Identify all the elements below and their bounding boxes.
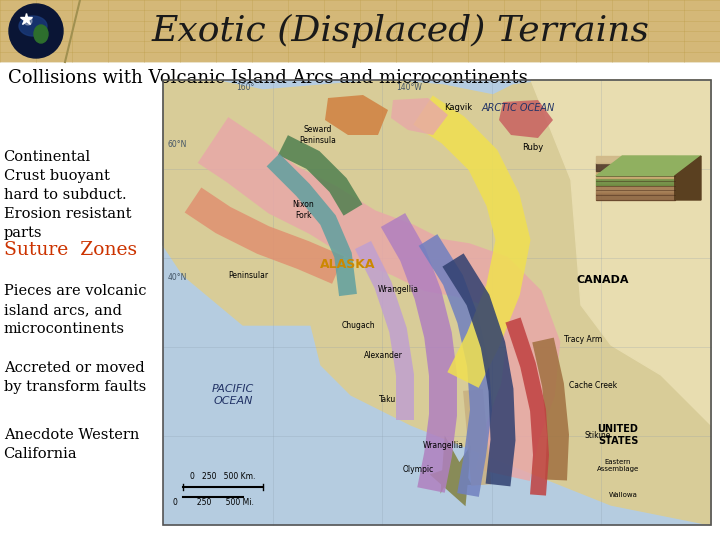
Polygon shape xyxy=(413,96,531,388)
Text: Cache Creek: Cache Creek xyxy=(569,381,617,389)
Text: Tracy Arm: Tracy Arm xyxy=(564,335,602,345)
Polygon shape xyxy=(532,338,569,481)
Text: 60°N: 60°N xyxy=(168,140,187,149)
Text: Seward
Peninsula: Seward Peninsula xyxy=(300,125,336,145)
Text: Peninsular: Peninsular xyxy=(228,271,268,280)
Text: 0        250      500 Mi.: 0 250 500 Mi. xyxy=(173,498,253,507)
Circle shape xyxy=(24,17,32,25)
Polygon shape xyxy=(596,163,675,171)
Text: Wrangellia: Wrangellia xyxy=(423,441,464,449)
Polygon shape xyxy=(198,117,560,481)
Polygon shape xyxy=(596,185,675,193)
Text: Accreted or moved
by transform faults: Accreted or moved by transform faults xyxy=(4,361,146,394)
Polygon shape xyxy=(381,213,457,492)
Polygon shape xyxy=(596,193,675,200)
Polygon shape xyxy=(163,80,711,525)
Text: Stikine: Stikine xyxy=(585,430,611,440)
Text: Wrangellia: Wrangellia xyxy=(377,286,418,294)
Circle shape xyxy=(9,4,63,58)
Text: PACIFIC
OCEAN: PACIFIC OCEAN xyxy=(212,384,254,406)
Polygon shape xyxy=(596,171,675,178)
Polygon shape xyxy=(266,154,357,296)
Text: Pieces are volcanic
island arcs, and
microcontinents: Pieces are volcanic island arcs, and mic… xyxy=(4,284,146,336)
Text: Exotic (Displaced) Terrains: Exotic (Displaced) Terrains xyxy=(151,14,649,48)
Text: Ruby: Ruby xyxy=(523,144,544,152)
Bar xyxy=(163,80,711,525)
Polygon shape xyxy=(278,135,362,215)
Text: 140°W: 140°W xyxy=(397,83,423,92)
Text: Olympic: Olympic xyxy=(402,465,433,475)
Text: Suture  Zones: Suture Zones xyxy=(4,241,137,259)
Polygon shape xyxy=(391,98,448,135)
Text: 0   250   500 Km.: 0 250 500 Km. xyxy=(190,472,256,481)
Text: UNITED
STATES: UNITED STATES xyxy=(598,424,639,446)
Text: 160°: 160° xyxy=(236,83,254,92)
Polygon shape xyxy=(596,156,675,163)
Text: Chugach: Chugach xyxy=(341,321,375,329)
Polygon shape xyxy=(505,318,549,496)
Polygon shape xyxy=(442,253,516,487)
Text: ARCTIC OCEAN: ARCTIC OCEAN xyxy=(482,103,554,113)
Polygon shape xyxy=(184,187,344,284)
Bar xyxy=(163,80,711,525)
Polygon shape xyxy=(418,234,492,497)
Polygon shape xyxy=(675,156,701,200)
Text: Eastern
Assemblage: Eastern Assemblage xyxy=(597,458,639,471)
Polygon shape xyxy=(596,178,675,185)
Text: Wallowa: Wallowa xyxy=(608,492,637,498)
Polygon shape xyxy=(499,100,553,138)
Text: CANADA: CANADA xyxy=(577,275,629,285)
Polygon shape xyxy=(463,389,491,486)
Ellipse shape xyxy=(19,16,47,36)
Polygon shape xyxy=(430,436,472,507)
Text: Continental
Crust buoyant
hard to subduct.
Erosion resistant
parts: Continental Crust buoyant hard to subduc… xyxy=(4,151,131,240)
Polygon shape xyxy=(531,80,711,425)
Text: 40°N: 40°N xyxy=(168,273,187,282)
Text: Nixon
Fork: Nixon Fork xyxy=(292,200,314,220)
Bar xyxy=(0,0,720,62)
Polygon shape xyxy=(325,95,388,135)
Polygon shape xyxy=(355,241,414,420)
Text: Taku: Taku xyxy=(379,395,397,404)
Text: Collisions with Volcanic Island Arcs and microcontinents: Collisions with Volcanic Island Arcs and… xyxy=(8,69,528,87)
Text: Alexander: Alexander xyxy=(364,350,402,360)
Ellipse shape xyxy=(34,25,48,43)
Text: Kagvik: Kagvik xyxy=(444,104,472,112)
Text: ALASKA: ALASKA xyxy=(320,259,376,272)
Polygon shape xyxy=(596,156,701,176)
Text: Anecdote Western
California: Anecdote Western California xyxy=(4,428,139,461)
